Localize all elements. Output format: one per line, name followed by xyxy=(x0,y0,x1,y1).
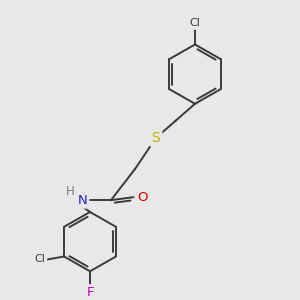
Text: O: O xyxy=(137,191,148,204)
Text: Cl: Cl xyxy=(34,254,46,264)
Text: S: S xyxy=(152,131,160,145)
Text: N: N xyxy=(78,194,87,207)
Text: Cl: Cl xyxy=(190,18,200,28)
Text: H: H xyxy=(65,185,74,198)
Text: F: F xyxy=(86,286,94,299)
